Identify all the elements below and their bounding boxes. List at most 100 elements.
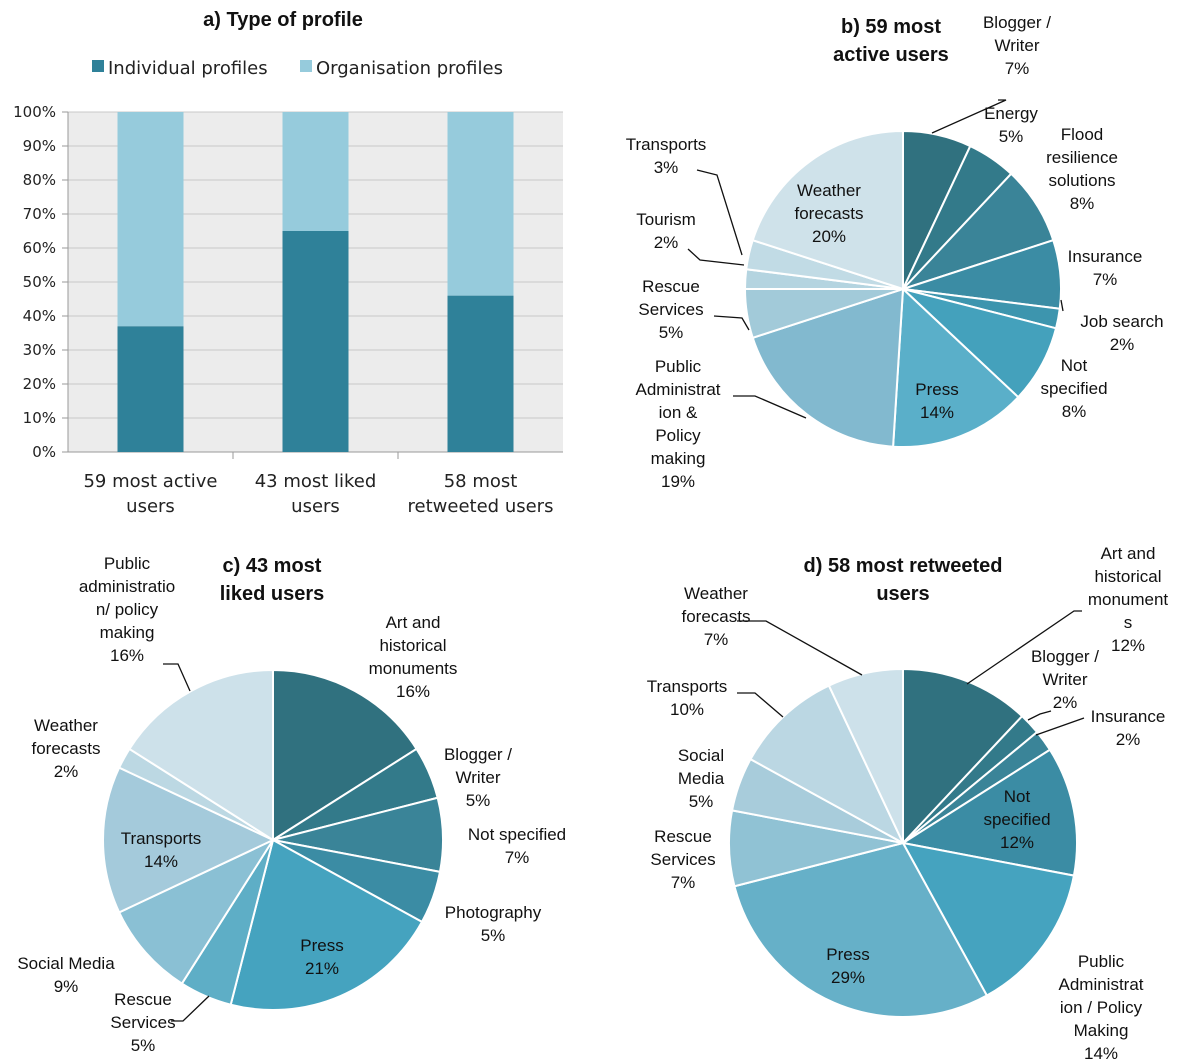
bar-organisation-profiles-1 <box>117 112 184 327</box>
bar-chart-type-of-profile: a) Type of profile Individual profiles Org… <box>13 9 563 517</box>
slice-label-weather-forecasts-line: forecasts <box>795 204 864 223</box>
leader-line-blogger-writer <box>1027 710 1052 721</box>
slice-label-transports-line: 3% <box>654 158 679 177</box>
slice-label-public-administration-policy-making-line: Administrat <box>1058 975 1143 994</box>
legend-swatch-individual-profiles <box>92 60 104 72</box>
slice-label-public-administration-policy-making-line: Public <box>655 357 702 376</box>
x-category-label-line: retweeted users <box>408 496 554 517</box>
leader-line-art-and-historical-monuments <box>966 610 1082 685</box>
slice-label-art-and-historical-monuments-line: Art and <box>386 613 441 632</box>
pie-slice-not-specified <box>900 748 1079 877</box>
slice-label-blogger-writer: Blogger / Writer 2% <box>1031 647 1099 712</box>
slice-label-not-specified-line: Not <box>1061 356 1088 375</box>
y-tick-label: 90% <box>23 137 56 155</box>
pie-slice-social-media <box>117 837 276 985</box>
slice-label-public-administration-policy-making-line: administratio <box>79 577 175 596</box>
pie-title-line: d) 58 most retweeted <box>804 555 1003 577</box>
slice-label-social-media-line: Social <box>678 746 724 765</box>
slice-label-rescue-services-line: Services <box>650 850 715 869</box>
slice-label-transports-line: Transports <box>626 135 707 154</box>
slice-label-job-search: Job search 2% <box>1080 312 1163 354</box>
slice-label-tourism-line: 2% <box>654 233 679 252</box>
leader-line-insurance <box>1035 717 1085 736</box>
y-tick-label: 100% <box>13 103 56 121</box>
slice-label-transports-line: Transports <box>121 829 202 848</box>
slice-label-blogger-writer: Blogger / Writer 7% <box>983 13 1051 78</box>
slice-label-not-specified: Not specified 7% <box>468 825 566 867</box>
x-category-label: 59 most active users <box>83 471 217 517</box>
slice-label-blogger-writer: Blogger / Writer 5% <box>444 745 512 810</box>
slice-label-not-specified-line: Not <box>1004 787 1031 806</box>
pie-slice-art-and-historical-monuments <box>902 667 1024 846</box>
slice-label-press: Press 29% <box>826 945 869 987</box>
pie-title-line: c) 43 most <box>223 555 322 577</box>
pie-slice-press <box>733 841 989 1018</box>
leader-line-transports <box>737 692 784 718</box>
pie-title-line: b) 59 most <box>841 16 941 38</box>
slice-label-public-administration-policy-making-line: Public <box>1078 952 1125 971</box>
slice-label-public-administration-policy-making-line: Administrat <box>635 380 720 399</box>
slice-label-public-administration-policy-making-line: 16% <box>110 646 144 665</box>
leader-line-transports <box>696 169 743 256</box>
slice-label-not-specified-line: 12% <box>1000 833 1034 852</box>
slice-label-rescue-services-line: Rescue <box>642 277 700 296</box>
slice-label-weather-forecasts: Weather forecasts 2% <box>32 716 101 781</box>
y-tick-label: 30% <box>23 341 56 359</box>
slice-label-transports-line: 10% <box>670 700 704 719</box>
bar-organisation-profiles-2 <box>282 112 349 231</box>
slice-label-flood-resilience-solutions-line: solutions <box>1048 171 1115 190</box>
slice-label-blogger-writer-line: Writer <box>1042 670 1087 689</box>
slice-label-weather-forecasts-line: Weather <box>797 181 861 200</box>
slice-label-transports-line: 14% <box>144 852 178 871</box>
x-category-label-line: users <box>126 496 175 517</box>
pie-slice-weather-forecasts <box>751 129 904 291</box>
slice-label-social-media-line: Social Media <box>17 954 115 973</box>
pie-chart-most-liked-users: c) 43 most liked users Art and historical mo… <box>17 554 566 1055</box>
bar-individual-profiles-3 <box>447 295 514 452</box>
slice-label-flood-resilience-solutions-line: Flood <box>1061 125 1104 144</box>
pie-title: b) 59 most active users <box>833 16 949 66</box>
slice-label-not-specified-line: Not specified <box>468 825 566 844</box>
slice-label-press: Press 14% <box>915 380 958 422</box>
slice-label-weather-forecasts-line: forecasts <box>682 607 751 626</box>
slice-label-art-and-historical-monuments: Art and historical monuments 16% <box>369 613 458 701</box>
y-tick-label: 0% <box>32 443 56 461</box>
bar-individual-profiles-1 <box>117 326 184 452</box>
leader-line-tourism <box>687 248 745 266</box>
leader-line-public-administration-policy-making <box>163 663 191 692</box>
slice-label-tourism: Tourism 2% <box>636 210 696 252</box>
y-tick-label: 20% <box>23 375 56 393</box>
slice-label-public-administration-policy-making-line: Public <box>104 554 151 573</box>
slice-label-art-and-historical-monuments-line: historical <box>379 636 446 655</box>
pie-slice-public-administration-policy-making <box>901 841 1076 997</box>
leader-line-rescue-services <box>713 315 750 331</box>
slice-label-press-line: 14% <box>920 403 954 422</box>
slice-label-art-and-historical-monuments-line: 16% <box>396 682 430 701</box>
slice-label-insurance-line: 7% <box>1093 270 1118 289</box>
slice-label-transports-line: Transports <box>647 677 728 696</box>
x-category-label-line: 58 most <box>444 471 518 492</box>
slice-label-blogger-writer-line: Blogger / <box>1031 647 1099 666</box>
slice-label-weather-forecasts-line: 2% <box>54 762 79 781</box>
leader-line-public-administration-policy-making <box>733 395 807 419</box>
slice-label-transports: Transports 3% <box>626 135 707 177</box>
slice-label-job-search-line: Job search <box>1080 312 1163 331</box>
slice-label-weather-forecasts-line: 20% <box>812 227 846 246</box>
y-tick-label: 40% <box>23 307 56 325</box>
slice-label-public-administration-policy-making-line: n/ policy <box>96 600 159 619</box>
slice-label-insurance: Insurance 2% <box>1091 707 1166 749</box>
y-tick-label: 60% <box>23 239 56 257</box>
pie-slice-transports <box>749 684 906 846</box>
slice-label-blogger-writer-line: Blogger / <box>983 13 1051 32</box>
slice-label-rescue-services: Rescue Services 5% <box>638 277 703 342</box>
y-tick-label: 70% <box>23 205 56 223</box>
slice-label-weather-forecasts-line: Weather <box>34 716 98 735</box>
slice-label-tourism-line: Tourism <box>636 210 696 229</box>
leader-line-job-search <box>1060 299 1064 312</box>
slice-label-blogger-writer-line: Writer <box>994 36 1039 55</box>
slice-label-art-and-historical-monuments-line: monuments <box>369 659 458 678</box>
slice-label-rescue-services-line: Services <box>638 300 703 319</box>
slice-label-public-administration-policy-making-line: making <box>100 623 155 642</box>
pie-title-line: users <box>876 583 929 605</box>
